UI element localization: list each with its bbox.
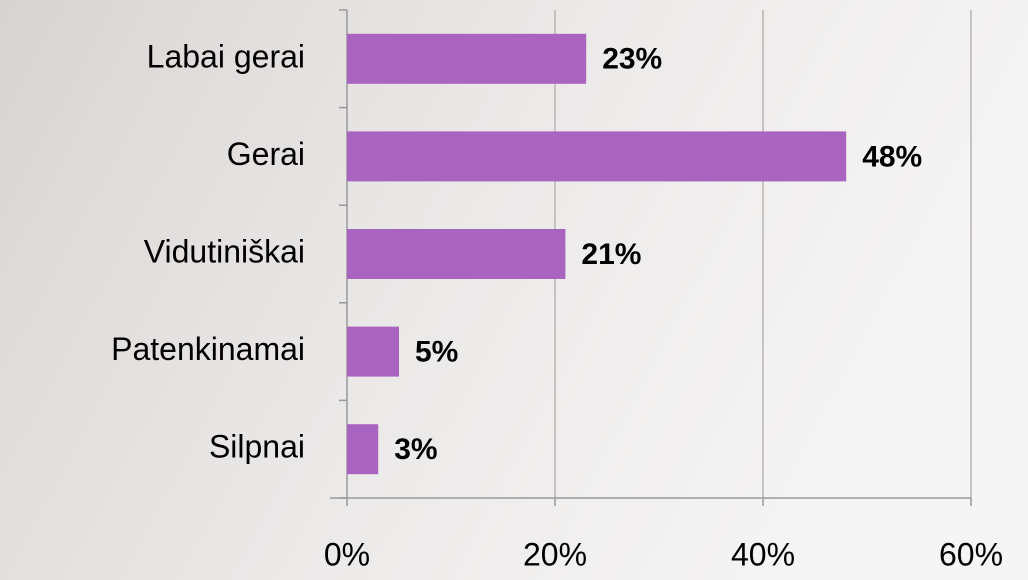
y-tick-label: Patenkinamai — [111, 331, 305, 367]
x-tick-label: 20% — [523, 536, 587, 572]
bar — [347, 327, 399, 377]
y-tick-label: Labai gerai — [147, 38, 305, 74]
y-tick-label: Vidutiniškai — [144, 233, 305, 269]
bar — [347, 131, 846, 181]
value-label: 48% — [862, 140, 922, 173]
chart: 0% 20% 40% 60% Labai gerai 23% Gerai 48% Vidutin… — [0, 0, 1028, 580]
x-tick-label: 0% — [324, 536, 370, 572]
x-tick-label: 60% — [939, 536, 1003, 572]
value-label: 3% — [394, 433, 437, 466]
background — [0, 0, 1028, 580]
bar — [347, 34, 586, 84]
y-tick-label: Silpnai — [209, 429, 305, 465]
value-label: 21% — [581, 238, 641, 271]
value-label: 23% — [602, 43, 662, 76]
y-tick-label: Gerai — [227, 136, 305, 172]
value-label: 5% — [415, 336, 458, 369]
x-tick-label: 40% — [731, 536, 795, 572]
bar — [347, 424, 378, 474]
bar — [347, 229, 565, 279]
